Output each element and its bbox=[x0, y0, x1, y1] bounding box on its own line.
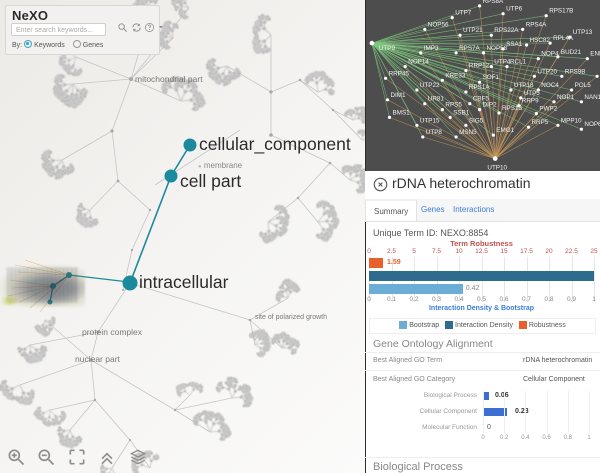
svg-text:UTP9: UTP9 bbox=[379, 45, 396, 52]
svg-text:UTP4: UTP4 bbox=[494, 59, 511, 66]
svg-text:UR81: UR81 bbox=[428, 96, 445, 103]
svg-text:BUD21: BUD21 bbox=[561, 49, 582, 56]
svg-text:RPS22A: RPS22A bbox=[494, 27, 519, 34]
svg-text:UTP7: UTP7 bbox=[455, 10, 472, 17]
svg-text:RRP45: RRP45 bbox=[389, 70, 410, 77]
svg-text:DIP2: DIP2 bbox=[483, 102, 497, 109]
svg-text:EMG1: EMG1 bbox=[496, 127, 514, 134]
svg-text:SSB1: SSB1 bbox=[453, 109, 470, 116]
svg-text:UTP8: UTP8 bbox=[426, 129, 443, 136]
svg-text:RPS13: RPS13 bbox=[502, 105, 522, 112]
svg-text:KRE33: KRE33 bbox=[445, 72, 465, 79]
svg-text:NOP1: NOP1 bbox=[557, 94, 575, 101]
svg-text:NOP4: NOP4 bbox=[541, 51, 559, 58]
svg-text:SIG5: SIG5 bbox=[469, 117, 484, 124]
svg-text:RPS5: RPS5 bbox=[445, 102, 462, 109]
svg-text:SSA1: SSA1 bbox=[506, 41, 523, 48]
svg-text:UTP18: UTP18 bbox=[514, 82, 534, 89]
svg-text:PWP2: PWP2 bbox=[539, 106, 557, 113]
svg-text:UTP21: UTP21 bbox=[463, 27, 483, 34]
svg-text:UTP15: UTP15 bbox=[420, 117, 440, 124]
svg-text:IMP3: IMP3 bbox=[424, 45, 439, 52]
svg-text:MSN5: MSN5 bbox=[459, 129, 477, 136]
svg-text:SOF1: SOF1 bbox=[483, 74, 500, 81]
svg-text:UTP5: UTP5 bbox=[524, 90, 541, 97]
svg-text:RPS17B: RPS17B bbox=[549, 8, 573, 15]
svg-text:NOP6: NOP6 bbox=[584, 121, 600, 128]
svg-text:UTP22: UTP22 bbox=[420, 82, 440, 89]
svg-text:NOP58: NOP58 bbox=[487, 45, 508, 52]
svg-text:NOP14: NOP14 bbox=[408, 59, 429, 66]
svg-text:NAN1: NAN1 bbox=[584, 94, 600, 101]
svg-text:RPS7A: RPS7A bbox=[459, 45, 480, 52]
svg-text:RPS4A: RPS4A bbox=[526, 21, 547, 28]
svg-text:MPP10: MPP10 bbox=[561, 117, 582, 124]
svg-text:RPS8A: RPS8A bbox=[483, 0, 504, 5]
svg-text:RRP12: RRP12 bbox=[469, 63, 490, 70]
svg-text:ENP1: ENP1 bbox=[590, 51, 600, 58]
svg-text:UTP20: UTP20 bbox=[537, 68, 557, 75]
svg-text:DIM1: DIM1 bbox=[391, 92, 407, 99]
svg-text:BMS1: BMS1 bbox=[393, 109, 411, 116]
svg-text:RPS9B: RPS9B bbox=[565, 68, 586, 75]
svg-text:RCL1: RCL1 bbox=[510, 59, 527, 66]
svg-text:UTP13: UTP13 bbox=[573, 29, 593, 36]
svg-text:RRP9: RRP9 bbox=[522, 98, 539, 105]
svg-text:RRP5: RRP5 bbox=[532, 119, 549, 126]
svg-text:NOP56: NOP56 bbox=[428, 21, 449, 28]
svg-text:HSC82: HSC82 bbox=[530, 37, 551, 44]
svg-text:POL5: POL5 bbox=[575, 82, 592, 89]
svg-text:RPL4A: RPL4A bbox=[553, 35, 574, 42]
svg-text:NOC4: NOC4 bbox=[541, 82, 559, 89]
svg-text:UTP6: UTP6 bbox=[506, 6, 523, 13]
svg-text:RPS1A: RPS1A bbox=[469, 84, 490, 91]
